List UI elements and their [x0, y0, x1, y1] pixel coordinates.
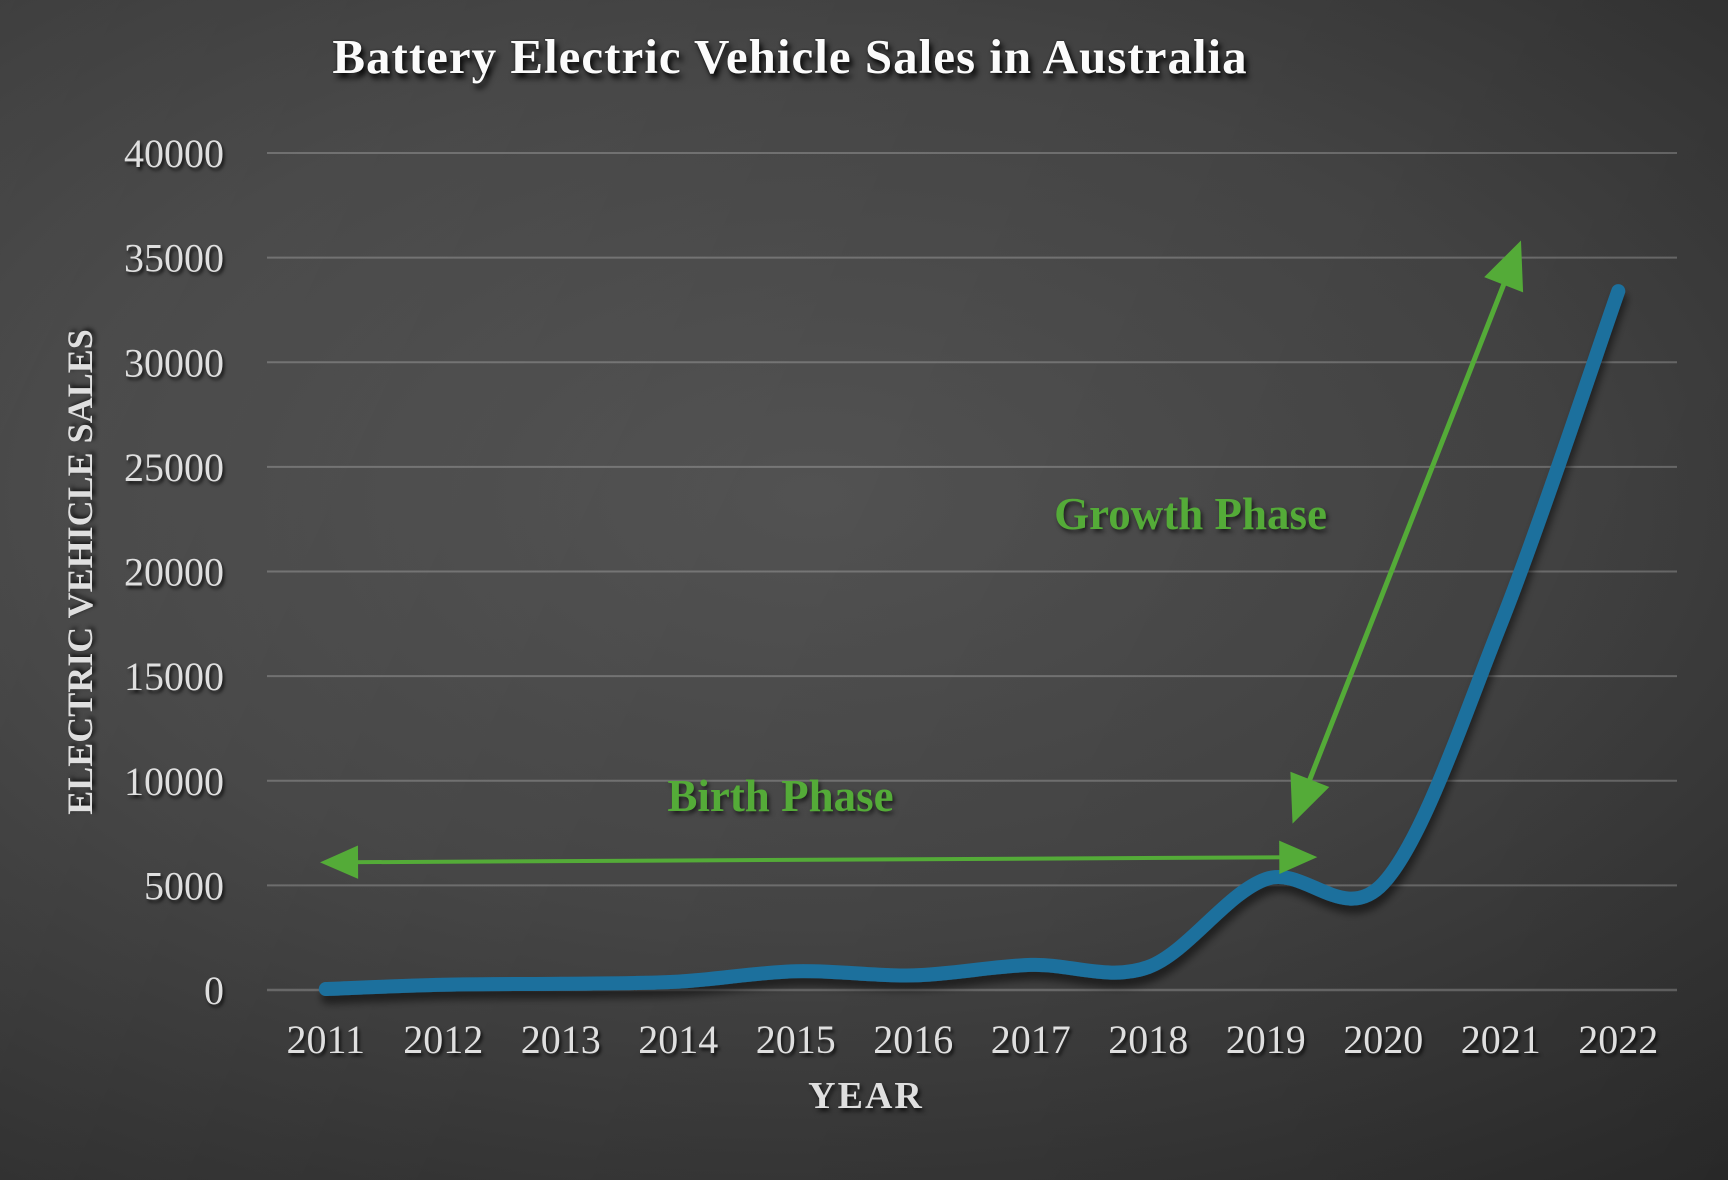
y-tick-label: 10000 — [124, 759, 224, 804]
series-line-bev-sales — [318, 284, 1626, 996]
annotation-label-growth-phase: Growth Phase — [1054, 489, 1327, 539]
y-tick-label: 40000 — [124, 131, 224, 176]
x-tick-label: 2015 — [756, 1017, 836, 1062]
x-tick-label: 2021 — [1461, 1017, 1541, 1062]
x-tick-label: 2014 — [638, 1017, 718, 1062]
x-tick-label: 2011 — [286, 1017, 365, 1062]
y-tick-label: 0 — [204, 968, 224, 1013]
annotation-arrow-growth-phase — [1290, 240, 1524, 824]
y-tick-label: 35000 — [124, 236, 224, 281]
annotation-label-birth-phase: Birth Phase — [667, 771, 893, 821]
x-tick-label: 2020 — [1343, 1017, 1423, 1062]
annotation-arrow-birth-phase — [320, 840, 1318, 879]
x-tick-label: 2013 — [521, 1017, 601, 1062]
x-tick-label: 2012 — [403, 1017, 483, 1062]
x-tick-label: 2016 — [873, 1017, 953, 1062]
y-tick-label: 30000 — [124, 340, 224, 385]
x-tick-label: 2019 — [1226, 1017, 1306, 1062]
y-tick-label: 20000 — [124, 550, 224, 595]
x-tick-label: 2022 — [1578, 1017, 1658, 1062]
y-tick-label: 15000 — [124, 654, 224, 699]
x-tick-label: 2018 — [1108, 1017, 1188, 1062]
y-tick-label: 5000 — [144, 863, 224, 908]
x-tick-label: 2017 — [991, 1017, 1071, 1062]
y-tick-label: 25000 — [124, 445, 224, 490]
x-axis-title: YEAR — [808, 1075, 924, 1117]
chart-title: Battery Electric Vehicle Sales in Austra… — [332, 29, 1248, 84]
